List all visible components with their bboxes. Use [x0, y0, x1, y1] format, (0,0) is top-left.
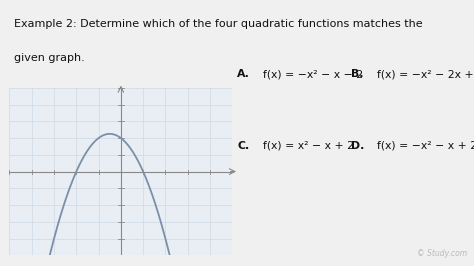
- Text: Example 2: Determine which of the four quadratic functions matches the: Example 2: Determine which of the four q…: [14, 19, 423, 29]
- Text: f(x) = x² − x + 2: f(x) = x² − x + 2: [263, 141, 354, 151]
- Text: © Study.com: © Study.com: [417, 249, 467, 258]
- Text: D.: D.: [351, 141, 364, 151]
- Text: B.: B.: [351, 69, 363, 79]
- Text: A.: A.: [237, 69, 250, 79]
- Text: f(x) = −x² − x − 2: f(x) = −x² − x − 2: [263, 69, 363, 79]
- Text: f(x) = −x² − 2x + 2: f(x) = −x² − 2x + 2: [377, 69, 474, 79]
- Text: f(x) = −x² − x + 2: f(x) = −x² − x + 2: [377, 141, 474, 151]
- Text: C.: C.: [237, 141, 249, 151]
- Text: given graph.: given graph.: [14, 53, 85, 63]
